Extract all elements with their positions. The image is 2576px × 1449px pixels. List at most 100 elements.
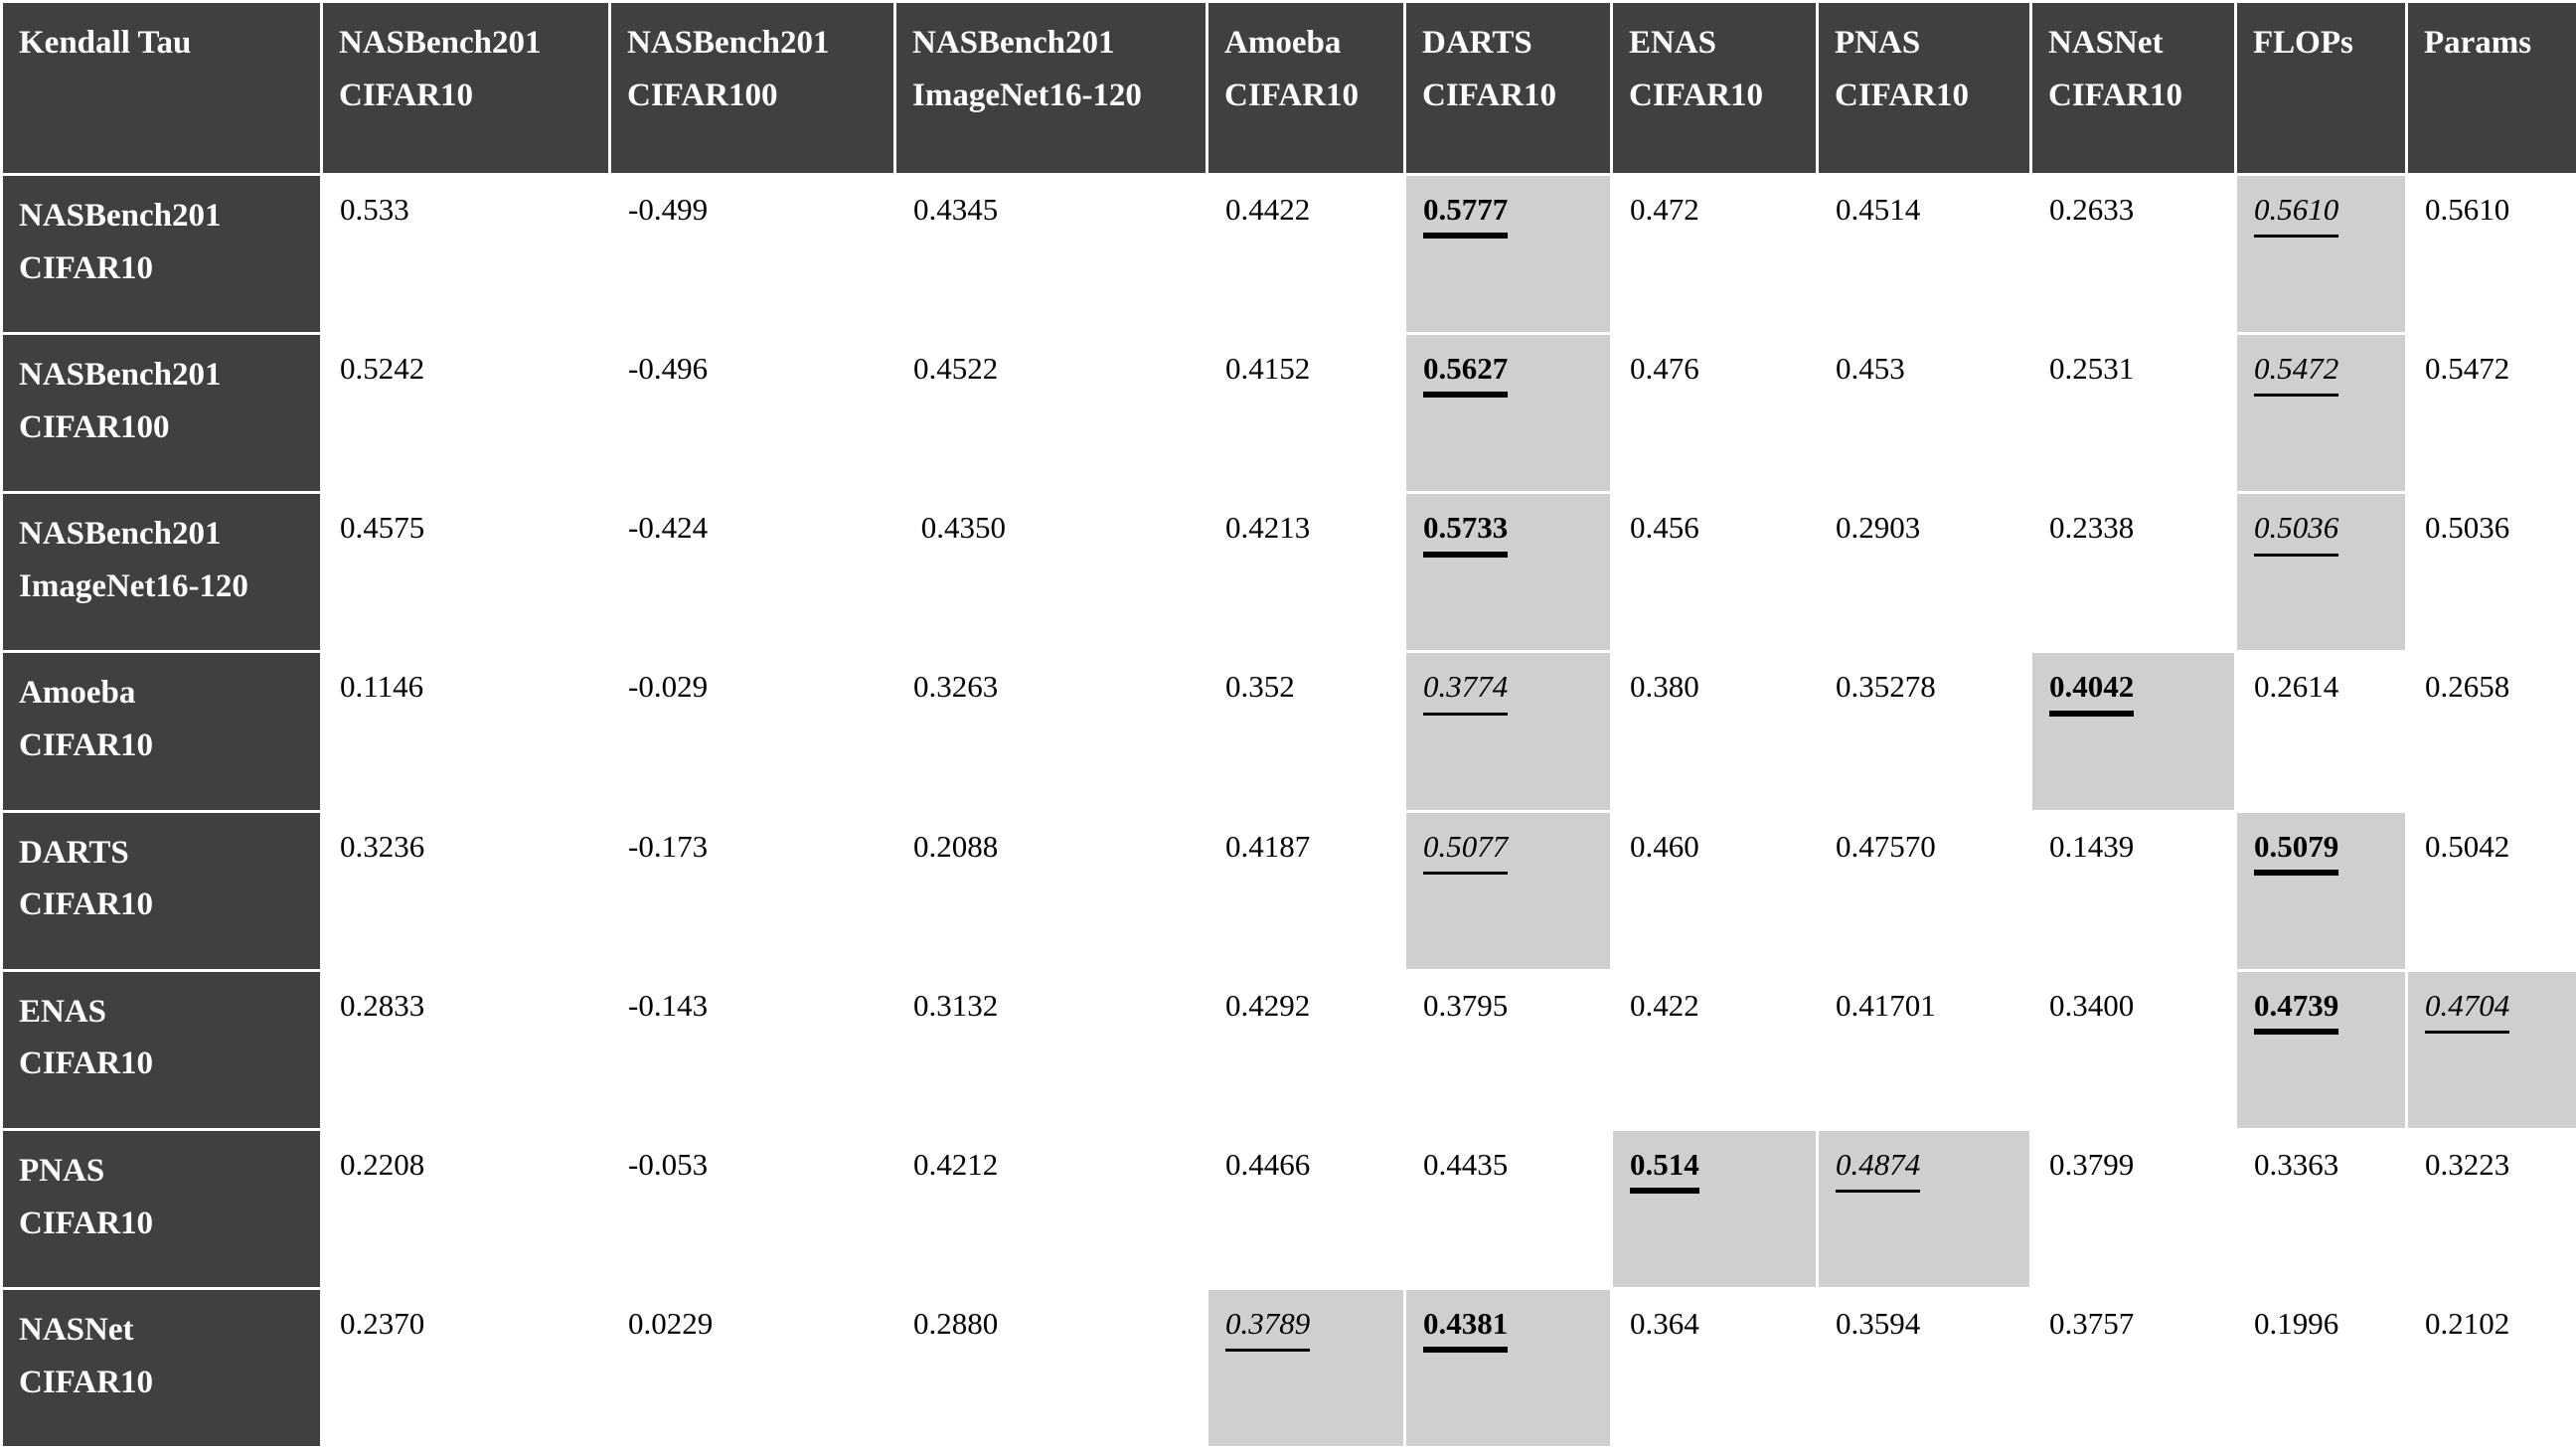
best-value: 0.514 xyxy=(1630,1145,1699,1195)
table-cell: 0.2880 xyxy=(893,1286,1208,1449)
best-value: 0.4739 xyxy=(2254,986,2339,1035)
table-cell: 0.2208 xyxy=(320,1127,611,1290)
column-header-nasnet-cifar10: NASNet CIFAR10 xyxy=(2029,0,2237,176)
column-header-flops: FLOPs xyxy=(2234,0,2408,176)
table-cell: 0.5472 xyxy=(2405,332,2576,495)
table-cell: 0.5079 xyxy=(2234,809,2408,972)
table-cell: 0.41701 xyxy=(1816,968,2032,1131)
table-cell: 0.472 xyxy=(1610,172,1819,336)
table-cell: 0.5042 xyxy=(2405,809,2576,972)
table-cell: 0.3594 xyxy=(1816,1286,2032,1449)
table-header-row: Kendall Tau NASBench201 CIFAR10 NASBench2… xyxy=(0,0,2576,176)
row-header-nasbench201-cifar100: NASBench201 CIFAR100 xyxy=(0,332,323,495)
table-cell: 0.3363 xyxy=(2234,1127,2408,1290)
table-cell: 0.1996 xyxy=(2234,1286,2408,1449)
table-cell: 0.4575 xyxy=(320,491,611,654)
table-cell: 0.0229 xyxy=(608,1286,896,1449)
best-value: 0.4042 xyxy=(2049,667,2135,717)
table-body: NASBench201 CIFAR10 0.533 -0.499 0.4345 0.44… xyxy=(0,172,2576,1449)
table-cell: 0.5077 xyxy=(1403,809,1613,972)
table-cell: 0.4704 xyxy=(2405,968,2576,1131)
table-row: ENAS CIFAR10 0.2833 -0.143 0.3132 0.4292 0.37… xyxy=(0,968,2576,1131)
table-cell: 0.4213 xyxy=(1206,491,1406,654)
table-cell: 0.1146 xyxy=(320,650,611,813)
table-cell: 0.2088 xyxy=(893,809,1208,972)
table-cell: 0.5472 xyxy=(2234,332,2408,495)
table-cell: 0.3223 xyxy=(2405,1127,2576,1290)
table-cell: 0.2370 xyxy=(320,1286,611,1449)
table-cell: 0.4514 xyxy=(1816,172,2032,336)
table-row: NASBench201 CIFAR100 0.5242 -0.496 0.4522 0.… xyxy=(0,332,2576,495)
table-cell: 0.4350 xyxy=(893,491,1208,654)
table-row: DARTS CIFAR10 0.3236 -0.173 0.2088 0.4187 0.5… xyxy=(0,809,2576,972)
table-cell: 0.2614 xyxy=(2234,650,2408,813)
table-cell: 0.5777 xyxy=(1403,172,1613,336)
table-cell: 0.3799 xyxy=(2029,1127,2237,1290)
table-cell: 0.3774 xyxy=(1403,650,1613,813)
table-cell: 0.5627 xyxy=(1403,332,1613,495)
table-cell: 0.4345 xyxy=(893,172,1208,336)
table-cell: 0.422 xyxy=(1610,968,1819,1131)
row-header-nasbench201-cifar10: NASBench201 CIFAR10 xyxy=(0,172,323,336)
best-value: 0.4381 xyxy=(1423,1304,1509,1354)
table-cell: 0.2338 xyxy=(2029,491,2237,654)
column-header-darts-cifar10: DARTS CIFAR10 xyxy=(1403,0,1613,176)
table-cell: 0.3132 xyxy=(893,968,1208,1131)
best-value: 0.5079 xyxy=(2254,827,2339,876)
table-cell: 0.2658 xyxy=(2405,650,2576,813)
column-header-nasbench201-cifar100: NASBench201 CIFAR100 xyxy=(608,0,896,176)
table-row: PNAS CIFAR10 0.2208 -0.053 0.4212 0.4466 0.44… xyxy=(0,1127,2576,1290)
best-value: 0.5777 xyxy=(1423,190,1509,240)
column-header-nasbench201-cifar10: NASBench201 CIFAR10 xyxy=(320,0,611,176)
second-best-value: 0.5610 xyxy=(2254,190,2339,239)
table-cell: 0.2903 xyxy=(1816,491,2032,654)
table-cell: -0.424 xyxy=(608,491,896,654)
table-cell: 0.2102 xyxy=(2405,1286,2576,1449)
table-cell: 0.4466 xyxy=(1206,1127,1406,1290)
table-cell: 0.364 xyxy=(1610,1286,1819,1449)
table-cell: 0.1439 xyxy=(2029,809,2237,972)
column-header-enas-cifar10: ENAS CIFAR10 xyxy=(1610,0,1819,176)
table-cell: 0.2833 xyxy=(320,968,611,1131)
second-best-value: 0.4874 xyxy=(1836,1145,1921,1194)
table-cell: 0.460 xyxy=(1610,809,1819,972)
table-row: Amoeba CIFAR10 0.1146 -0.029 0.3263 0.352 0.3… xyxy=(0,650,2576,813)
table-cell: 0.3400 xyxy=(2029,968,2237,1131)
column-header-nasbench201-imagenet16-120: NASBench201 ImageNet16-120 xyxy=(893,0,1208,176)
table-row: NASBench201 ImageNet16-120 0.4575 -0.424 0… xyxy=(0,491,2576,654)
table-cell: 0.352 xyxy=(1206,650,1406,813)
table-cell: 0.380 xyxy=(1610,650,1819,813)
table-cell: 0.533 xyxy=(320,172,611,336)
best-value: 0.5733 xyxy=(1423,508,1509,558)
column-header-params: Params xyxy=(2405,0,2576,176)
table-cell: 0.3236 xyxy=(320,809,611,972)
table-cell: 0.453 xyxy=(1816,332,2032,495)
table-row: NASNet CIFAR10 0.2370 0.0229 0.2880 0.3789 0.… xyxy=(0,1286,2576,1449)
corner-header: Kendall Tau xyxy=(0,0,323,176)
table-cell: 0.3757 xyxy=(2029,1286,2237,1449)
table-cell: 0.4435 xyxy=(1403,1127,1613,1290)
table-cell: 0.4212 xyxy=(893,1127,1208,1290)
table-cell: 0.4292 xyxy=(1206,968,1406,1131)
table-cell: 0.35278 xyxy=(1816,650,2032,813)
table-cell: 0.4739 xyxy=(2234,968,2408,1131)
best-value: 0.5627 xyxy=(1423,349,1509,399)
table-cell: 0.5733 xyxy=(1403,491,1613,654)
table-cell: 0.5242 xyxy=(320,332,611,495)
second-best-value: 0.5036 xyxy=(2254,508,2339,557)
table-cell: -0.029 xyxy=(608,650,896,813)
row-header-darts-cifar10: DARTS CIFAR10 xyxy=(0,809,323,972)
row-header-enas-cifar10: ENAS CIFAR10 xyxy=(0,968,323,1131)
table-cell: 0.5036 xyxy=(2405,491,2576,654)
table-cell: 0.4042 xyxy=(2029,650,2237,813)
table-cell: 0.514 xyxy=(1610,1127,1819,1290)
table-cell: -0.053 xyxy=(608,1127,896,1290)
table-cell: -0.173 xyxy=(608,809,896,972)
second-best-value: 0.5077 xyxy=(1423,827,1509,875)
table-cell: 0.4152 xyxy=(1206,332,1406,495)
column-header-pnas-cifar10: PNAS CIFAR10 xyxy=(1816,0,2032,176)
row-header-amoeba-cifar10: Amoeba CIFAR10 xyxy=(0,650,323,813)
second-best-value: 0.5472 xyxy=(2254,349,2339,398)
table-cell: 0.5036 xyxy=(2234,491,2408,654)
